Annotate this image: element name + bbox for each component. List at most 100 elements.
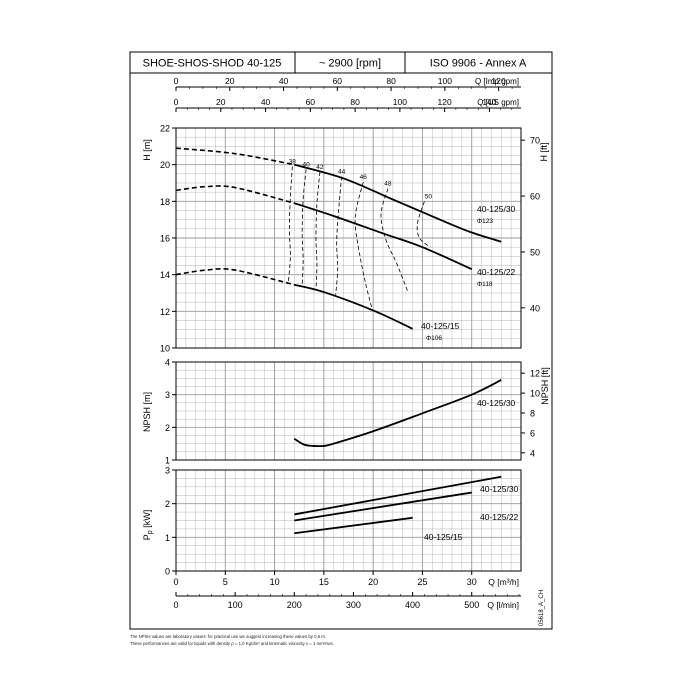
head-series [175, 268, 413, 330]
impeller-diameter-label: Φ123 [477, 218, 493, 225]
efficiency-iso-curve: 40 [301, 161, 310, 286]
top-axis-tick-label: 0 [174, 76, 179, 86]
head-curve-dashed [175, 147, 295, 166]
y-tick-label: 2 [165, 423, 170, 433]
x-tick-label: 5 [223, 577, 228, 587]
y-tick-label: 16 [160, 234, 170, 244]
x-tick-label: 15 [319, 577, 329, 587]
y2-tick-label: 6 [530, 428, 535, 438]
y-tick-label: 18 [160, 197, 170, 207]
efficiency-curve-48 [380, 188, 409, 292]
efficiency-curve-44 [335, 176, 342, 295]
y-tick-label: 0 [165, 567, 170, 577]
y-tick-label: 10 [160, 344, 170, 354]
header-standard: ISO 9906 - Annex A [430, 58, 527, 70]
x-tick-label: 0 [173, 577, 178, 587]
efficiency-iso-curve: 50 [416, 193, 433, 248]
curve-label-40-125-22: 40-125/22 [477, 267, 516, 277]
y2-tick-label: 40 [530, 303, 540, 313]
efficiency-label-42: 42 [316, 164, 324, 171]
top-axis-tick-label: 60 [333, 76, 343, 86]
efficiency-curve-38 [287, 166, 293, 283]
head-curve-40-125-30 [294, 163, 502, 243]
y2-tick-label: 10 [530, 389, 540, 399]
head-chart: 38 40 42 44 46 48 50 40-125/30 Φ123 40-125/22 Φ118… [142, 76, 549, 354]
efficiency-curve-50 [416, 201, 431, 248]
y-tick-label: 1 [165, 456, 170, 466]
y2-tick-label: 4 [530, 448, 535, 458]
x2-tick-label: 300 [346, 600, 361, 610]
y-axis-label: Pp [kW] [142, 510, 154, 540]
top-axis-tick-label: 120 [492, 76, 506, 86]
y2-tick-label: 8 [530, 409, 535, 419]
x2-tick-label: 100 [228, 600, 243, 610]
efficiency-iso-curve: 44 [335, 169, 346, 295]
head-curve-40-125-22 [294, 202, 473, 270]
impeller-diameter-label: Φ106 [426, 335, 442, 342]
power-chart: 40-125/30 40-125/22 40-125/15 0 1 2 3 Pp [kW] 0 5… [142, 466, 522, 610]
npsh-curve-label: 40-125/30 [477, 398, 516, 408]
head-curve-dashed [175, 185, 295, 204]
head-series [175, 147, 502, 243]
top-axis-tick-label: 40 [261, 97, 271, 107]
curve-label-40-125-30: 40-125/30 [477, 204, 516, 214]
top-axis-tick-label: 40 [279, 76, 289, 86]
x2-tick-label: 400 [405, 600, 420, 610]
y2-tick-label: 60 [530, 192, 540, 202]
npsh-curve [293, 379, 502, 448]
x-tick-label: 10 [270, 577, 280, 587]
power-curve-label: 40-125/30 [480, 484, 519, 494]
top-axis-label: Q [Imp gpm] [475, 77, 519, 86]
efficiency-label-50: 50 [425, 193, 433, 200]
y-tick-label: 1 [165, 533, 170, 543]
x-tick-label: 25 [417, 577, 427, 587]
x2-tick-label: 500 [464, 600, 479, 610]
y2-tick-label: 50 [530, 247, 540, 257]
drawing-code: 05618_A_CH [539, 590, 545, 626]
top-axis-tick-label: 80 [386, 76, 396, 86]
efficiency-iso-curve: 38 [287, 159, 296, 283]
y-axis-label: H [m] [142, 139, 152, 161]
efficiency-iso-curve: 48 [380, 181, 409, 292]
y2-tick-label: 70 [530, 136, 540, 146]
top-axis-tick-label: 100 [393, 97, 407, 107]
x-tick-label: 20 [368, 577, 378, 587]
head-curve-dashed [175, 268, 295, 286]
header-model: SHOE-SHOS-SHOD 40-125 [143, 58, 282, 70]
y-axis-label: NPSH [m] [142, 392, 152, 432]
y-tick-label: 12 [160, 307, 170, 317]
efficiency-label-44: 44 [338, 169, 346, 176]
efficiency-label-48: 48 [384, 181, 392, 188]
efficiency-curve-42 [315, 171, 321, 290]
top-axis-tick-label: 0 [174, 97, 179, 107]
footnote-validity: These performances are valid for liquids… [130, 641, 335, 646]
charts-layer: 38 40 424446485040-125/30Φ12340-125/22Φ118… [142, 76, 550, 610]
top-axis-tick-label: 20 [216, 97, 226, 107]
plot-frame [175, 361, 522, 461]
impeller-diameter-label: Φ118 [477, 281, 493, 288]
header-speed: ~ 2900 [rpm] [319, 58, 381, 70]
top-axis-tick-label: 20 [225, 76, 235, 86]
x2-axis-label: Q [l/min] [487, 600, 519, 610]
power-curve-label: 40-125/15 [424, 532, 463, 542]
efficiency-curve-46 [354, 181, 373, 310]
efficiency-label-46: 46 [360, 174, 368, 181]
x-tick-label: 30 [467, 577, 477, 587]
y2-axis-label: NPSH [ft] [540, 367, 550, 405]
x2-axis: 0 100 200 300 400 500 Q [l/min] [173, 592, 521, 610]
footnote-npsh: The NPSH values are laboratory values: f… [130, 634, 327, 639]
top-axis-tick-label: 60 [306, 97, 316, 107]
y-tick-label: 3 [165, 466, 170, 476]
top-axis-tick-label: 120 [438, 97, 452, 107]
top-axis-tick-label: 140 [482, 97, 496, 107]
y2-axis-label: H [ft] [539, 142, 549, 161]
y-tick-label: 22 [160, 124, 170, 134]
power-curve-label: 40-125/22 [480, 512, 519, 522]
y2-tick-label: 12 [530, 369, 540, 379]
sheet-frame: SHOE-SHOS-SHOD 40-125 ~ 2900 [rpm] ISO 9… [129, 51, 553, 630]
head-curve-40-125-15 [294, 283, 413, 330]
y-tick-label: 3 [165, 390, 170, 400]
